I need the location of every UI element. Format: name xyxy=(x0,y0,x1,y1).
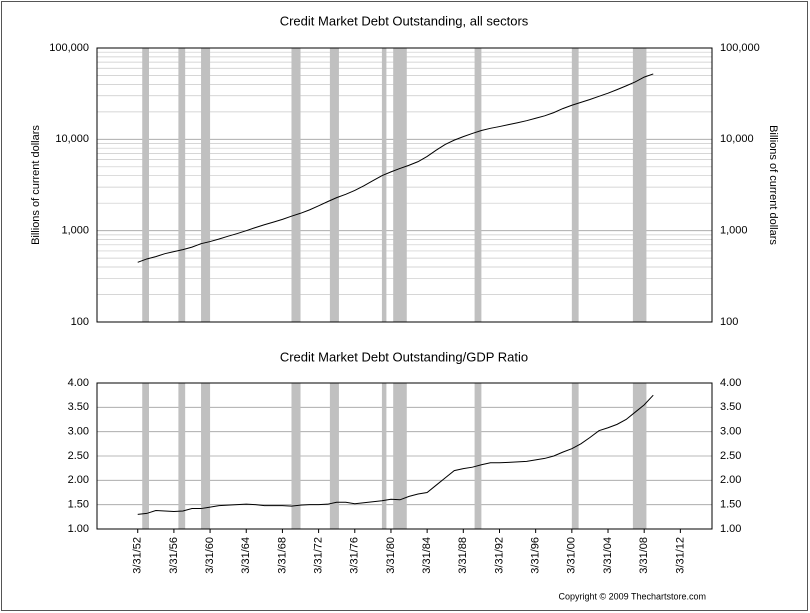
y-tick-label: 3.50 xyxy=(68,401,89,413)
recession-band xyxy=(201,383,211,529)
x-tick-label: 3/31/84 xyxy=(421,537,433,574)
y2-tick-label: 1.50 xyxy=(720,499,741,511)
x-tick-label: 3/31/04 xyxy=(602,537,614,574)
recession-band xyxy=(632,48,647,322)
recession-band xyxy=(291,48,301,322)
x-tick-label: 3/31/96 xyxy=(530,537,542,574)
x-tick-label: 3/31/72 xyxy=(313,537,325,574)
y-tick-label: 100 xyxy=(71,316,89,328)
recession-band xyxy=(571,383,579,529)
plot-border xyxy=(96,47,713,323)
recession-band xyxy=(142,48,150,322)
y-tick-label: 1.00 xyxy=(68,523,89,535)
chart-title: Credit Market Debt Outstanding/GDP Ratio xyxy=(280,349,528,364)
recession-band xyxy=(178,383,186,529)
recession-band xyxy=(632,383,647,529)
x-tick-label: 3/31/00 xyxy=(566,537,578,574)
y2-tick-label: 2.50 xyxy=(720,450,741,462)
y2-tick-label: 3.00 xyxy=(720,426,741,438)
plot-border xyxy=(96,382,713,530)
x-tick-label: 3/31/92 xyxy=(493,537,505,574)
recession-band xyxy=(329,383,339,529)
data-line xyxy=(137,73,654,263)
recession-band xyxy=(201,48,211,322)
y2-tick-label: 2.00 xyxy=(720,474,741,486)
x-tick-label: 3/31/68 xyxy=(276,537,288,574)
y-tick-label: 4.00 xyxy=(68,377,89,389)
x-tick-label: 3/31/88 xyxy=(457,537,469,574)
chart-title: Credit Market Debt Outstanding, all sect… xyxy=(280,13,529,28)
y-axis-title: Billions of current dollars xyxy=(30,125,42,245)
x-tick-label: 3/31/08 xyxy=(638,537,650,574)
x-tick-label: 3/31/56 xyxy=(168,537,180,574)
y2-tick-label: 1,000 xyxy=(720,225,748,237)
y-tick-label: 2.50 xyxy=(68,450,89,462)
y-tick-label: 3.00 xyxy=(68,426,89,438)
y2-tick-label: 100,000 xyxy=(720,42,760,54)
y2-tick-label: 1.00 xyxy=(720,523,741,535)
y-tick-label: 10,000 xyxy=(55,133,89,145)
x-tick-label: 3/31/80 xyxy=(385,537,397,574)
y2-tick-label: 100 xyxy=(720,316,738,328)
y2-tick-label: 10,000 xyxy=(720,133,754,145)
recession-band xyxy=(571,48,579,322)
y-tick-label: 100,000 xyxy=(49,42,89,54)
recession-band xyxy=(178,48,186,322)
recession-band xyxy=(474,48,482,322)
recession-band xyxy=(381,48,387,322)
y-tick-label: 2.00 xyxy=(68,474,89,486)
y2-axis-title: Billions of current dollars xyxy=(767,125,779,245)
x-tick-label: 3/31/52 xyxy=(132,537,144,574)
y2-tick-label: 4.00 xyxy=(720,377,741,389)
x-tick-label: 3/31/60 xyxy=(204,537,216,574)
x-tick-label: 3/31/64 xyxy=(240,537,252,574)
recession-band xyxy=(291,383,301,529)
recession-band xyxy=(381,383,387,529)
recession-band xyxy=(329,48,339,322)
recession-band xyxy=(142,383,150,529)
recession-band xyxy=(393,48,407,322)
data-line xyxy=(137,394,654,515)
x-tick-label: 3/31/12 xyxy=(674,537,686,574)
x-tick-label: 3/31/76 xyxy=(349,537,361,574)
recession-band xyxy=(393,383,407,529)
copyright: Copyright © 2009 Thechartstore.com xyxy=(558,591,706,601)
y-tick-label: 1,000 xyxy=(61,225,89,237)
y-tick-label: 1.50 xyxy=(68,499,89,511)
recession-band xyxy=(474,383,482,529)
y2-tick-label: 3.50 xyxy=(720,401,741,413)
